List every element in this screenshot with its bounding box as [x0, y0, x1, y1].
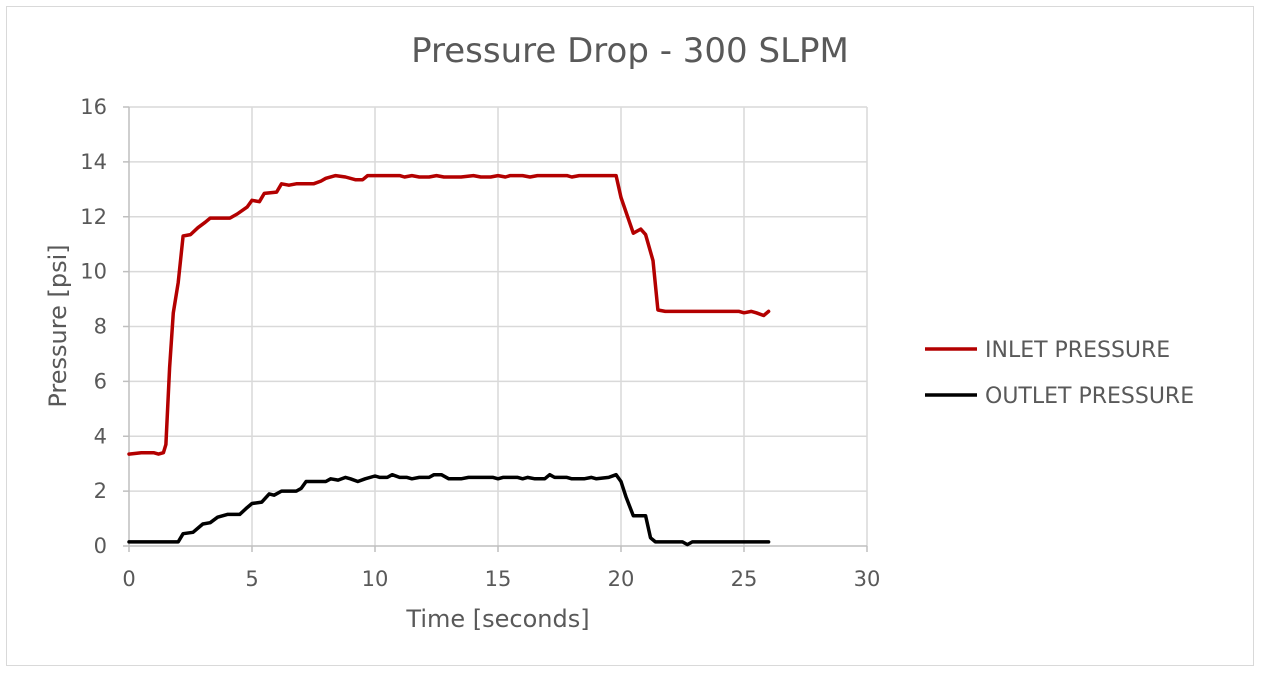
y-tick-label: 0	[94, 534, 107, 558]
axes	[123, 106, 868, 552]
legend-label: OUTLET PRESSURE	[985, 384, 1194, 409]
y-tick-label: 10	[80, 260, 107, 284]
legend-label: INLET PRESSURE	[985, 338, 1170, 363]
y-tick-label: 14	[80, 150, 107, 174]
series-lines	[127, 173, 771, 547]
y-axis-label: Pressure [psi]	[44, 244, 72, 407]
y-tick-label: 6	[94, 369, 107, 393]
y-tick-label: 2	[94, 479, 107, 503]
x-tick-labels: 0 5 10 15 20 25 30	[122, 567, 880, 591]
y-tick-label: 16	[80, 95, 107, 119]
series-line-outlet-pressure	[127, 472, 771, 547]
series-line-inlet-pressure	[127, 173, 771, 456]
y-tick-label: 4	[94, 424, 107, 448]
x-tick-label: 20	[608, 567, 635, 591]
chart-frame	[6, 6, 1254, 666]
y-tick-labels: 0 2 4 6 8 10 12 14 16	[80, 95, 107, 558]
x-tick-label: 0	[122, 567, 135, 591]
x-tick-label: 25	[731, 567, 758, 591]
y-tick-label: 12	[80, 205, 107, 229]
x-tick-label: 30	[854, 567, 881, 591]
x-tick-label: 5	[245, 567, 258, 591]
grid	[129, 106, 868, 546]
legend: INLET PRESSURE OUTLET PRESSURE	[925, 338, 1194, 409]
x-tick-label: 10	[362, 567, 389, 591]
x-tick-label: 15	[485, 567, 512, 591]
x-axis-label: Time [seconds]	[405, 605, 589, 633]
chart-title: Pressure Drop - 300 SLPM	[411, 31, 849, 71]
y-tick-label: 8	[94, 315, 107, 339]
